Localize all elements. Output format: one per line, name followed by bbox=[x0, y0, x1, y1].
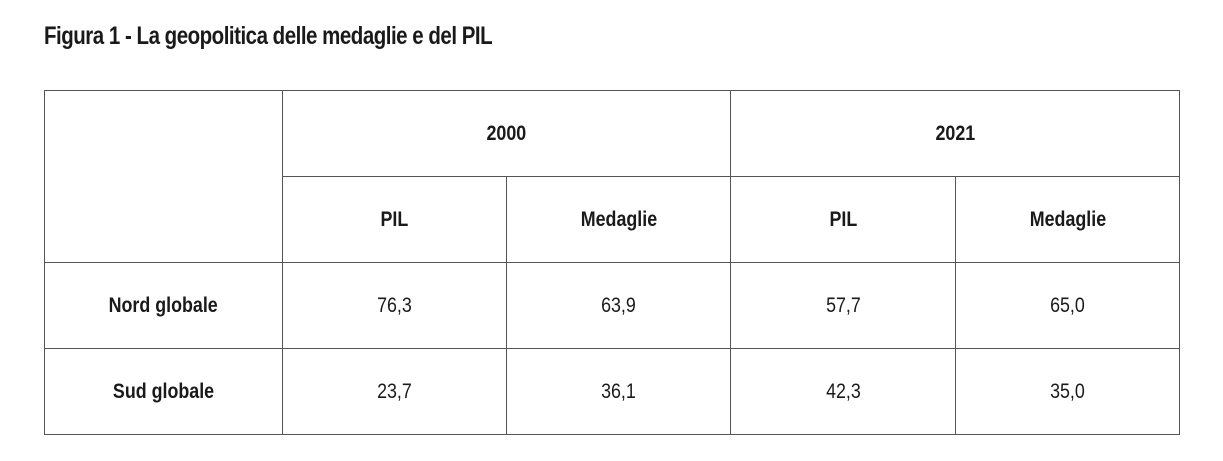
cell-value: 35,0 bbox=[1050, 379, 1085, 403]
group-label: 2021 bbox=[935, 121, 975, 145]
table-row: Nord globale 76,3 63,9 57,7 65,0 bbox=[44, 262, 1180, 349]
column-header: Medaglie bbox=[955, 176, 1180, 263]
row-header: Sud globale bbox=[44, 348, 283, 435]
table-cell: 35,0 bbox=[955, 348, 1180, 435]
data-table: 2000 2021 PIL Medaglie PIL Medaglie Nord… bbox=[44, 90, 1180, 435]
table-cell: 63,9 bbox=[506, 262, 731, 349]
table-cell: 36,1 bbox=[506, 348, 731, 435]
column-header-row: PIL Medaglie PIL Medaglie bbox=[45, 176, 1180, 263]
cell-value: 36,1 bbox=[601, 379, 636, 403]
group-header-row: 2000 2021 bbox=[44, 90, 1180, 263]
cell-value: 76,3 bbox=[377, 293, 412, 317]
table-cell: 65,0 bbox=[955, 262, 1180, 349]
group-header: 2000 bbox=[282, 90, 731, 177]
table-body: Nord globale 76,3 63,9 57,7 65,0 Sud globale 2… bbox=[44, 262, 1180, 435]
column-label: PIL bbox=[829, 207, 857, 231]
table-cell: 23,7 bbox=[282, 348, 507, 435]
cell-value: 42,3 bbox=[825, 379, 861, 403]
table-cell: 76,3 bbox=[282, 262, 507, 349]
column-label: Medaglie bbox=[1029, 207, 1106, 231]
cell-value: 65,0 bbox=[1050, 293, 1085, 317]
table-cell: 57,7 bbox=[730, 262, 956, 349]
row-label: Nord globale bbox=[108, 293, 219, 317]
cell-value: 23,7 bbox=[377, 379, 412, 403]
column-label: Medaglie bbox=[580, 207, 657, 231]
row-header: Nord globale bbox=[44, 262, 283, 349]
table-row: Sud globale 23,7 36,1 42,3 35,0 bbox=[44, 348, 1180, 435]
group-label: 2000 bbox=[486, 121, 527, 145]
corner-cell bbox=[44, 90, 283, 263]
column-label: PIL bbox=[380, 207, 409, 231]
column-header: Medaglie bbox=[506, 176, 731, 263]
table-cell: 42,3 bbox=[730, 348, 956, 435]
group-header: 2021 bbox=[730, 90, 1180, 177]
column-header: PIL bbox=[730, 176, 956, 263]
row-label: Sud globale bbox=[112, 379, 215, 403]
column-header: PIL bbox=[282, 176, 507, 263]
cell-value: 63,9 bbox=[601, 293, 636, 317]
figure-title: Figura 1 - La geopolitica delle medaglie… bbox=[44, 22, 493, 50]
cell-value: 57,7 bbox=[825, 293, 861, 317]
